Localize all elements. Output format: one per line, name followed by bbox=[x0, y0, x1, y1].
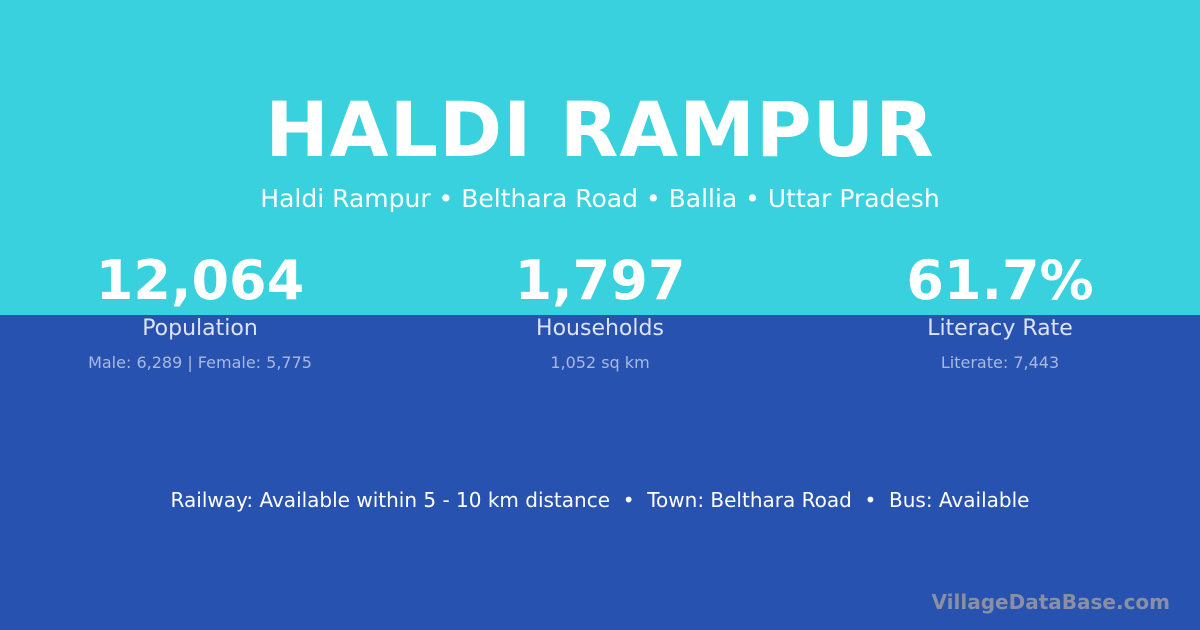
stat-value: 12,064 bbox=[95, 249, 305, 312]
brand-watermark: VillageDataBase.com bbox=[931, 590, 1170, 614]
content-band bbox=[0, 315, 1200, 630]
header-band bbox=[0, 0, 1200, 315]
page-title: HALDI RAMPUR bbox=[265, 85, 935, 174]
stat-value: 1,797 bbox=[514, 249, 686, 312]
stat-literacy: 61.7% Literacy Rate Literate: 7,443 bbox=[800, 250, 1200, 374]
stat-population: 12,064 Population Male: 6,289 | Female: … bbox=[0, 250, 400, 374]
stat-label: Population bbox=[142, 316, 258, 341]
stat-detail: Literate: 7,443 bbox=[940, 353, 1060, 372]
stat-households: 1,797 Households 1,052 sq km bbox=[400, 250, 800, 374]
stat-label: Literacy Rate bbox=[927, 316, 1073, 341]
location-breadcrumb: Haldi Rampur • Belthara Road • Ballia • … bbox=[260, 184, 940, 213]
amenities-info: Railway: Available within 5 - 10 km dist… bbox=[170, 488, 1030, 512]
stat-label: Households bbox=[536, 316, 664, 341]
stat-value: 61.7% bbox=[906, 249, 1094, 312]
stat-detail: 1,052 sq km bbox=[550, 353, 650, 372]
stat-detail: Male: 6,289 | Female: 5,775 bbox=[88, 353, 312, 372]
